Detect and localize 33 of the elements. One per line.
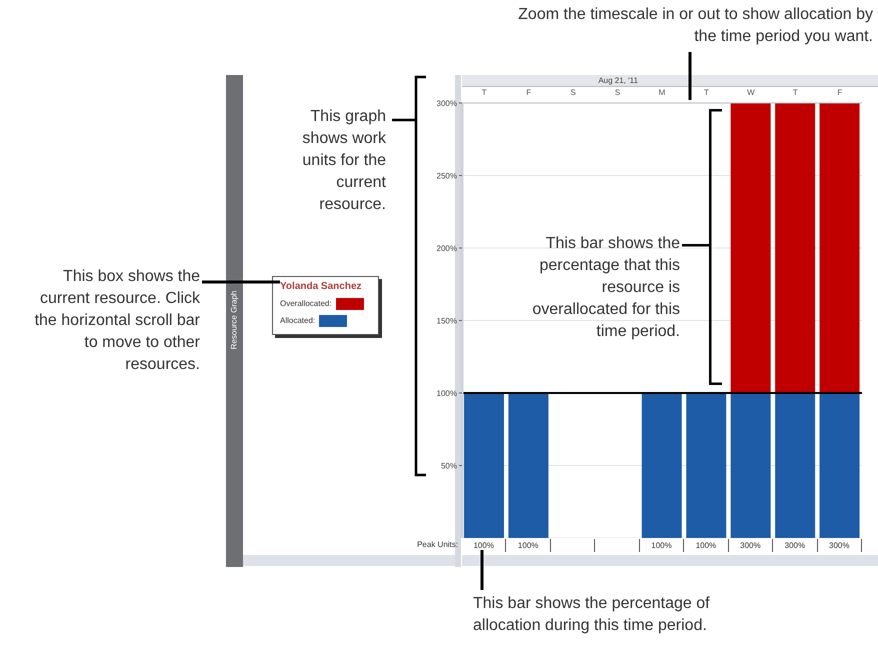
total-label: 300% (773, 539, 818, 552)
x-tick-label: T (792, 88, 798, 97)
x-tick-label: S (570, 88, 576, 97)
annotation: This bar shows the percentage that this resource is overallocated for this time period. (531, 234, 680, 342)
total-label: 100% (684, 539, 729, 552)
x-tick-label: T (482, 88, 487, 97)
y-tick-label: 250% (436, 171, 457, 180)
legend-label: Overallocated: (280, 299, 332, 308)
y-tick-label: 150% (436, 316, 457, 326)
x-tick-label: T (704, 88, 709, 97)
x-tick-label: S (614, 88, 620, 97)
y-tick-label: 300% (436, 98, 457, 108)
y-tick-label: 50% (440, 461, 457, 470)
x-tick-label: F (837, 88, 842, 97)
text: Zoom the timescale in or out to show allocation by the time period you want. (517, 5, 873, 47)
text: This box shows the current resource. Click the horizontal scroll bar to move to other resources. (34, 267, 200, 375)
text: This graph shows work units for the current resource. (301, 107, 386, 215)
text: Peak Units: (416, 540, 458, 549)
x-axis-title: Aug 21, '11 (598, 76, 638, 85)
y-tick-label: 200% (436, 244, 457, 253)
text: Resource Graph (230, 290, 238, 350)
total-label: 100% (506, 539, 551, 552)
total-label: 300% (728, 539, 774, 552)
x-tick-label: M (658, 88, 666, 97)
text: This bar shows the percentage of allocation during this time period. (473, 594, 711, 636)
legend-label: Allocated: (280, 316, 316, 325)
total-label: 100% (640, 539, 684, 552)
x-tick-label: F (526, 88, 532, 97)
total-label: 100% (462, 539, 506, 552)
x-tick-label: W (747, 88, 756, 97)
y-tick-label: 100% (436, 388, 457, 398)
legend-title: Yolanda Sanchez (280, 281, 363, 292)
total-label: 300% (818, 539, 862, 552)
